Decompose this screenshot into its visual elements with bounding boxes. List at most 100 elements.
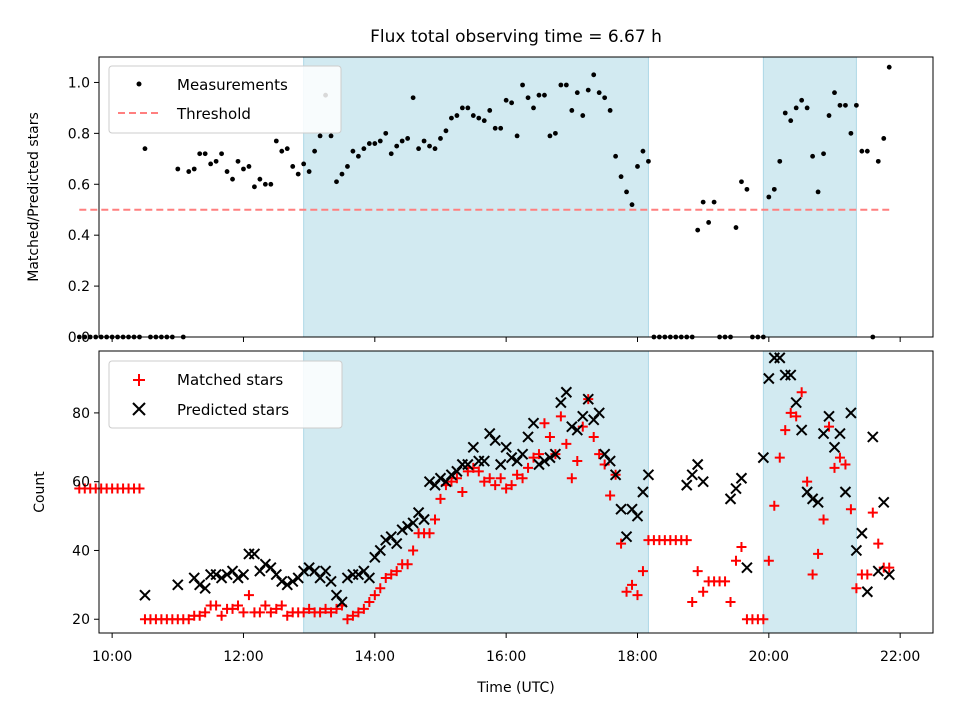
predicted-point bbox=[210, 568, 222, 581]
matched-point bbox=[517, 473, 528, 484]
matched-point bbox=[211, 600, 222, 611]
matched-point bbox=[243, 590, 254, 601]
bottom-y-axis-label: Count bbox=[32, 471, 48, 513]
predicted-point bbox=[867, 431, 879, 443]
measurement-point bbox=[766, 194, 772, 200]
matched-point bbox=[884, 562, 895, 573]
predicted-point bbox=[697, 475, 709, 488]
measurement-point bbox=[416, 146, 421, 152]
matched-point bbox=[774, 452, 785, 463]
predicted-point bbox=[785, 369, 797, 381]
predicted-point bbox=[834, 427, 846, 440]
measurement-point bbox=[208, 161, 214, 167]
matched-point bbox=[687, 597, 698, 608]
measurement-point bbox=[706, 220, 712, 225]
measurement-point bbox=[826, 113, 832, 118]
measurement-point bbox=[739, 179, 744, 185]
measurement-point bbox=[235, 158, 241, 164]
matched-point bbox=[358, 603, 369, 614]
matched-point bbox=[484, 473, 495, 484]
y-tick-label: 1.0 bbox=[68, 75, 90, 91]
measurement-point bbox=[372, 141, 378, 146]
y-tick-label: 20 bbox=[72, 612, 90, 628]
measurement-point bbox=[509, 100, 515, 106]
measurement-point bbox=[219, 151, 224, 157]
predicted-point bbox=[642, 469, 655, 481]
predicted-point bbox=[380, 534, 392, 546]
measurement-point bbox=[230, 176, 235, 182]
matched-point bbox=[692, 566, 703, 577]
measurement-point bbox=[864, 148, 870, 154]
matched-point bbox=[331, 603, 342, 614]
measurement-point bbox=[492, 125, 498, 131]
predicted-point bbox=[593, 407, 605, 419]
measurement-point bbox=[782, 110, 788, 116]
predicted-point bbox=[467, 441, 480, 454]
legend-matched-marker bbox=[133, 374, 145, 386]
measurement-point bbox=[553, 130, 558, 136]
predicted-point bbox=[297, 565, 310, 577]
measurement-point bbox=[744, 186, 750, 192]
predicted-point bbox=[199, 582, 211, 595]
predicted-point bbox=[172, 579, 184, 591]
predicted-point bbox=[237, 568, 250, 581]
predicted-point bbox=[281, 579, 293, 591]
predicted-point bbox=[221, 568, 233, 581]
matched-point bbox=[845, 504, 856, 515]
matched-point bbox=[347, 610, 358, 621]
matched-point bbox=[254, 607, 265, 618]
measurement-point bbox=[82, 334, 88, 340]
legend-measurements-label: Measurements bbox=[177, 76, 288, 94]
measurement-point bbox=[410, 95, 416, 101]
measurement-point bbox=[514, 133, 520, 139]
predicted-point bbox=[462, 458, 474, 471]
matched-point bbox=[495, 473, 506, 484]
matched-point bbox=[386, 569, 397, 580]
predicted-point bbox=[434, 472, 447, 484]
predicted-point bbox=[741, 561, 753, 574]
measurement-point bbox=[476, 115, 482, 121]
top-axes-frame bbox=[98, 56, 934, 338]
predicted-point bbox=[336, 596, 348, 608]
predicted-point bbox=[139, 589, 151, 601]
measurement-point bbox=[279, 148, 285, 154]
measurement-point bbox=[224, 169, 230, 174]
matched-point bbox=[780, 425, 791, 436]
measurement-point bbox=[427, 143, 432, 149]
predicted-series bbox=[139, 352, 895, 608]
measurement-point bbox=[793, 105, 799, 111]
predicted-point bbox=[363, 572, 376, 584]
shaded-interval bbox=[762, 350, 857, 634]
legend-threshold-label: Threshold bbox=[176, 105, 251, 123]
matched-point bbox=[320, 603, 331, 614]
predicted-point bbox=[445, 469, 458, 481]
predicted-point bbox=[215, 572, 228, 584]
matched-point bbox=[424, 528, 435, 539]
measurement-point bbox=[596, 90, 602, 96]
matched-point bbox=[785, 407, 796, 418]
matched-point bbox=[763, 555, 774, 566]
predicted-point bbox=[631, 510, 644, 522]
predicted-point bbox=[259, 558, 272, 570]
measurement-point bbox=[503, 97, 509, 103]
matched-point bbox=[271, 603, 282, 614]
matched-point bbox=[758, 614, 769, 625]
matched-point bbox=[862, 569, 873, 580]
matched-point bbox=[796, 387, 807, 398]
measurement-point bbox=[771, 186, 777, 192]
predicted-point bbox=[325, 575, 337, 588]
predicted-point bbox=[352, 568, 365, 581]
predicted-point bbox=[489, 434, 501, 447]
matched-point bbox=[227, 603, 238, 614]
measurement-point bbox=[438, 136, 443, 141]
predicted-point bbox=[795, 424, 808, 436]
y-tick-label: 0.8 bbox=[68, 126, 90, 142]
matched-point bbox=[216, 610, 227, 621]
measurement-point bbox=[804, 105, 810, 111]
predicted-point bbox=[757, 451, 770, 464]
predicted-point bbox=[533, 458, 545, 471]
matched-point bbox=[769, 500, 780, 511]
matched-point bbox=[720, 576, 731, 587]
